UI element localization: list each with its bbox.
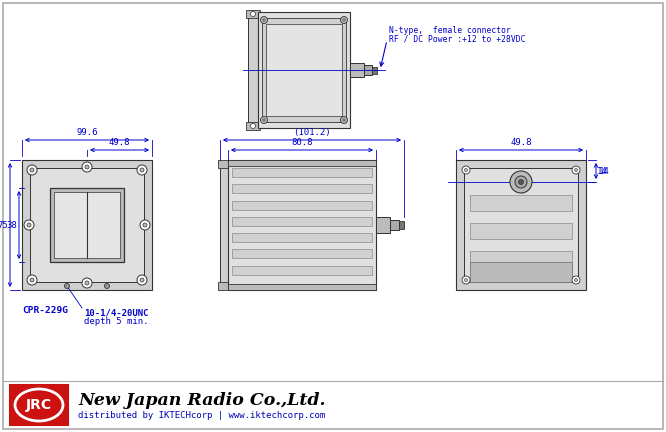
- Bar: [470, 251, 572, 267]
- Bar: [50, 188, 124, 262]
- Circle shape: [250, 12, 256, 16]
- Bar: [262, 18, 346, 122]
- Text: depth 5 min.: depth 5 min.: [84, 317, 149, 326]
- Text: 75: 75: [0, 220, 8, 229]
- Bar: [232, 200, 372, 210]
- Bar: [228, 284, 376, 290]
- Text: RF / DC Power :+12 to +28VDC: RF / DC Power :+12 to +28VDC: [389, 34, 525, 43]
- Text: 99.6: 99.6: [76, 128, 98, 137]
- Circle shape: [85, 281, 89, 285]
- Circle shape: [65, 283, 69, 289]
- Circle shape: [140, 220, 150, 230]
- Bar: [232, 168, 372, 177]
- Circle shape: [137, 165, 147, 175]
- Circle shape: [82, 162, 92, 172]
- Circle shape: [575, 279, 577, 282]
- Text: 80.8: 80.8: [291, 138, 313, 147]
- Ellipse shape: [15, 389, 63, 421]
- Circle shape: [575, 168, 577, 172]
- Circle shape: [30, 278, 34, 282]
- Circle shape: [263, 119, 265, 121]
- Circle shape: [515, 176, 527, 188]
- Bar: [232, 249, 372, 258]
- Bar: [218, 282, 230, 290]
- Bar: [232, 266, 372, 275]
- Bar: [456, 160, 586, 290]
- Circle shape: [30, 168, 34, 172]
- Bar: [470, 262, 572, 282]
- Circle shape: [260, 117, 268, 124]
- Bar: [228, 160, 376, 166]
- Circle shape: [572, 166, 580, 174]
- Bar: [464, 168, 578, 282]
- Circle shape: [82, 278, 92, 288]
- Circle shape: [27, 223, 31, 227]
- Text: JRC: JRC: [26, 398, 52, 412]
- Bar: [220, 164, 228, 286]
- Text: distributed by IKTECHcorp | www.iktechcorp.com: distributed by IKTECHcorp | www.iktechco…: [78, 411, 325, 420]
- Text: 49.8: 49.8: [510, 138, 531, 147]
- Circle shape: [260, 16, 268, 23]
- Circle shape: [462, 276, 470, 284]
- Circle shape: [137, 275, 147, 285]
- Bar: [54, 192, 120, 258]
- Circle shape: [105, 283, 109, 289]
- Circle shape: [27, 165, 37, 175]
- Bar: [218, 160, 230, 168]
- Bar: [248, 14, 258, 126]
- Circle shape: [572, 276, 580, 284]
- Text: 14: 14: [599, 166, 610, 175]
- Circle shape: [343, 19, 345, 21]
- Bar: [266, 24, 342, 116]
- Bar: [246, 10, 260, 18]
- Circle shape: [464, 168, 468, 172]
- Circle shape: [263, 19, 265, 21]
- Text: 10-1/4-20UNC: 10-1/4-20UNC: [84, 308, 149, 317]
- Bar: [399, 221, 404, 229]
- Bar: [10, 385, 68, 425]
- Text: New Japan Radio Co.,Ltd.: New Japan Radio Co.,Ltd.: [78, 392, 326, 409]
- Circle shape: [462, 166, 470, 174]
- Bar: [232, 233, 372, 242]
- Circle shape: [510, 171, 532, 193]
- Bar: [470, 195, 572, 211]
- Bar: [372, 67, 377, 73]
- Circle shape: [519, 180, 523, 184]
- Bar: [350, 63, 364, 77]
- Circle shape: [143, 223, 147, 227]
- Circle shape: [140, 168, 144, 172]
- Circle shape: [340, 16, 348, 23]
- Bar: [232, 184, 372, 193]
- Bar: [376, 217, 390, 233]
- Circle shape: [27, 275, 37, 285]
- Circle shape: [24, 220, 34, 230]
- Text: 49.8: 49.8: [109, 138, 131, 147]
- Bar: [246, 122, 260, 130]
- Bar: [470, 223, 572, 239]
- Text: 14: 14: [597, 166, 608, 175]
- Bar: [258, 12, 350, 128]
- Bar: [390, 220, 399, 230]
- Circle shape: [250, 124, 256, 128]
- Circle shape: [140, 278, 144, 282]
- Circle shape: [85, 165, 89, 169]
- Text: 38: 38: [6, 220, 17, 229]
- Circle shape: [340, 117, 348, 124]
- Circle shape: [343, 119, 345, 121]
- Circle shape: [464, 279, 468, 282]
- Bar: [364, 65, 372, 75]
- Bar: [30, 168, 144, 282]
- Bar: [22, 160, 152, 290]
- Text: N-type,  female connector: N-type, female connector: [389, 26, 511, 35]
- Text: CPR-229G: CPR-229G: [22, 306, 68, 315]
- Bar: [232, 217, 372, 226]
- Text: (101.2): (101.2): [293, 128, 331, 137]
- Bar: [228, 160, 376, 290]
